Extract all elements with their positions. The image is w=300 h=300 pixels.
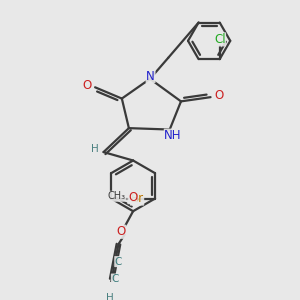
Text: O: O <box>128 190 137 204</box>
Text: Br: Br <box>130 192 144 205</box>
Text: O: O <box>117 225 126 238</box>
Text: H: H <box>91 144 99 154</box>
Text: H: H <box>106 293 113 300</box>
Text: O: O <box>82 80 91 92</box>
Text: C: C <box>115 256 122 267</box>
Text: Cl: Cl <box>214 33 226 46</box>
Text: N: N <box>146 70 155 83</box>
Text: CH₃: CH₃ <box>108 191 126 201</box>
Text: O: O <box>214 89 224 102</box>
Text: NH: NH <box>164 129 182 142</box>
Text: C: C <box>111 274 119 284</box>
